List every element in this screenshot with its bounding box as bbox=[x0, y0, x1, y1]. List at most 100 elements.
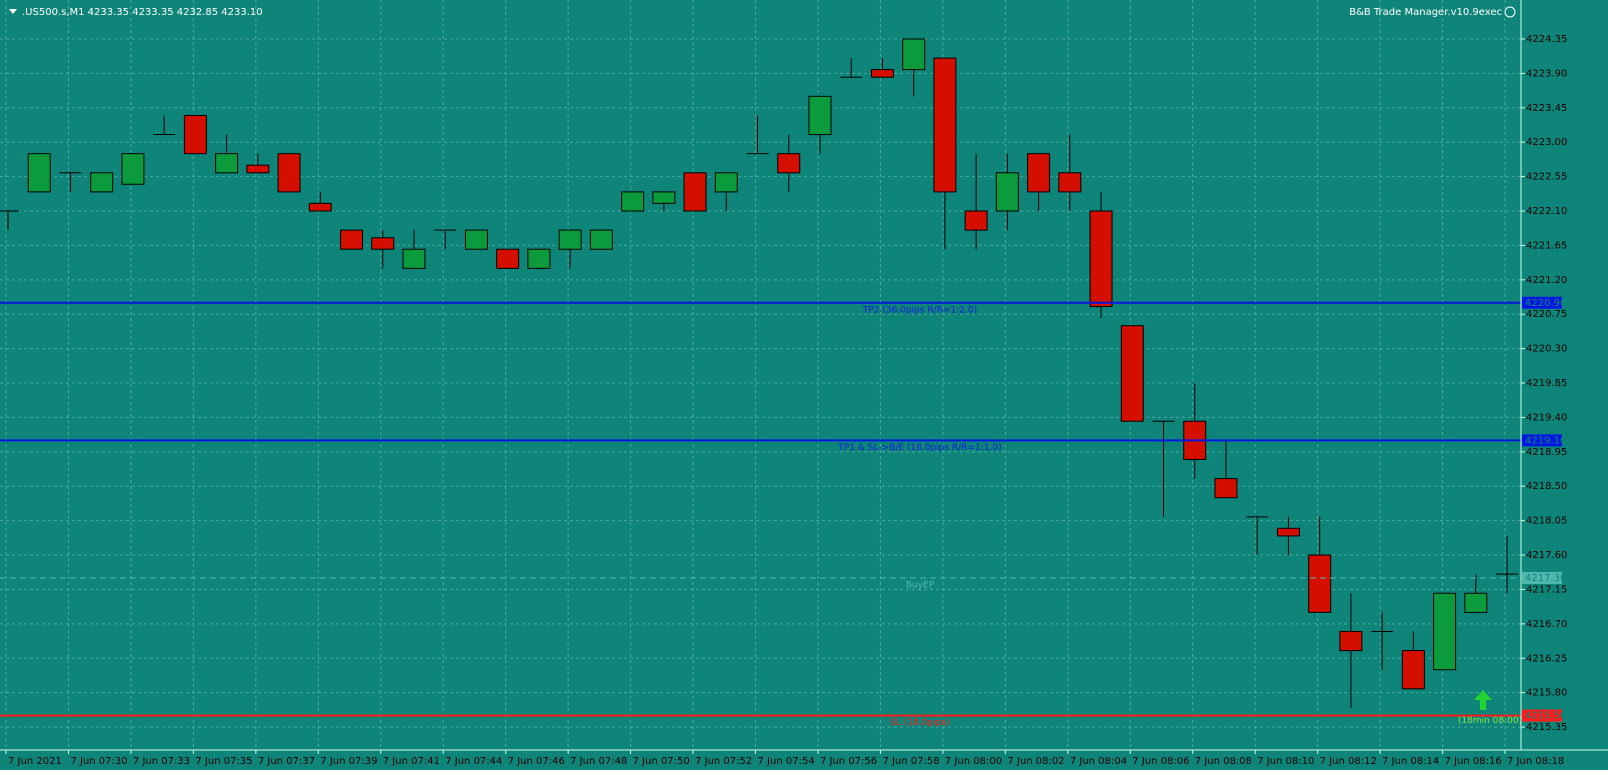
annotation: (18min 08:00) bbox=[1458, 716, 1522, 726]
candle-body bbox=[464, 229, 488, 250]
level-label: TP2 (36.0pips R/R=1:2.0) bbox=[862, 305, 977, 315]
candle-body bbox=[870, 69, 894, 78]
y-tick-label: 4221.20 bbox=[1526, 275, 1567, 286]
y-tick-label: 4224.35 bbox=[1526, 34, 1567, 45]
x-tick-label: 7 Jun 08:14 bbox=[1382, 756, 1439, 767]
x-tick-label: 7 Jun 08:16 bbox=[1445, 756, 1502, 767]
price-tag-label: 4215.50 bbox=[1525, 711, 1566, 722]
candle-body bbox=[527, 248, 551, 269]
candle-body bbox=[964, 210, 988, 231]
candle-body bbox=[402, 248, 426, 269]
candle-body bbox=[340, 229, 364, 250]
y-tick-label: 4217.15 bbox=[1526, 584, 1567, 595]
x-tick-label: 7 Jun 07:56 bbox=[820, 756, 877, 767]
candle-body bbox=[714, 172, 738, 193]
candle-body bbox=[1339, 630, 1363, 652]
candle-body bbox=[371, 237, 395, 250]
x-tick-label: 7 Jun 07:35 bbox=[195, 756, 252, 767]
y-tick-label: 4216.25 bbox=[1526, 653, 1567, 664]
y-tick-label: 4221.65 bbox=[1526, 240, 1567, 251]
y-tick-label: 4223.45 bbox=[1526, 103, 1567, 114]
candle-body bbox=[621, 191, 645, 212]
y-tick-label: 4216.70 bbox=[1526, 619, 1567, 630]
y-tick-label: 4219.85 bbox=[1526, 378, 1567, 389]
buy-arrow bbox=[1474, 690, 1492, 710]
y-tick-label: 4222.55 bbox=[1526, 172, 1567, 183]
level-label: TP1 & SL->B/E (18.0pips R/R=1:1.0) bbox=[837, 443, 1001, 453]
y-tick-label: 4220.75 bbox=[1526, 309, 1567, 320]
price-tag-label: 4219.10 bbox=[1525, 435, 1566, 446]
y-tick-label: 4219.40 bbox=[1526, 412, 1567, 423]
candle-body bbox=[277, 153, 301, 193]
candle-body bbox=[995, 172, 1019, 212]
price-tag bbox=[1522, 434, 1562, 447]
ea-name: B&B Trade Manager.v10.9exec bbox=[1349, 7, 1502, 18]
x-tick-label: 7 Jun 07:46 bbox=[508, 756, 565, 767]
candle-body bbox=[1464, 592, 1488, 613]
x-tick-label: 7 Jun 07:33 bbox=[133, 756, 190, 767]
level-label: SL (18.0pips) bbox=[890, 718, 949, 728]
symbol-info: .US500.s,M1 4233.35 4233.35 4232.85 4233… bbox=[22, 7, 263, 18]
candle-body bbox=[1120, 325, 1144, 422]
candle-body bbox=[1433, 592, 1457, 671]
x-tick-label: 7 Jun 08:02 bbox=[1007, 756, 1064, 767]
price-tag bbox=[1522, 571, 1562, 584]
y-tick-label: 4218.05 bbox=[1526, 516, 1567, 527]
levels: TP2 (36.0pips R/R=1:2.0) 4220.90 TP1 & SL-… bbox=[0, 296, 1566, 728]
x-tick-label: 7 Jun 07:48 bbox=[570, 756, 627, 767]
candle-body bbox=[308, 202, 332, 212]
ea-smiley bbox=[1504, 6, 1516, 18]
candle-body bbox=[1401, 650, 1425, 690]
candle-body bbox=[1089, 210, 1113, 308]
candle-body bbox=[683, 172, 707, 212]
x-tick-label: 7 Jun 07:44 bbox=[445, 756, 502, 767]
candle-body bbox=[183, 114, 207, 155]
x-tick-label: 7 Jun 07:58 bbox=[882, 756, 939, 767]
y-tick-label: 4223.90 bbox=[1526, 68, 1567, 79]
candle-body bbox=[589, 229, 613, 250]
y-tick-label: 4215.35 bbox=[1526, 722, 1567, 733]
x-tick-label: 7 Jun 07:52 bbox=[695, 756, 752, 767]
candle-body bbox=[558, 229, 582, 250]
candle-body bbox=[902, 38, 926, 71]
y-tick-label: 4222.10 bbox=[1526, 206, 1567, 217]
x-tick-label: 7 Jun 08:12 bbox=[1320, 756, 1377, 767]
x-tick-label: 7 Jun 07:39 bbox=[320, 756, 377, 767]
candle-body bbox=[1027, 153, 1051, 193]
grid bbox=[0, 0, 1521, 750]
x-tick-label: 7 Jun 08:18 bbox=[1507, 756, 1564, 767]
candle-body bbox=[1276, 527, 1300, 537]
x-tick-label: 7 Jun 07:50 bbox=[633, 756, 690, 767]
candle-body bbox=[933, 57, 957, 193]
x-tick-label: 7 Jun 2021 bbox=[8, 756, 62, 767]
price-tag-label: 4220.90 bbox=[1525, 298, 1566, 309]
candle-body bbox=[27, 153, 51, 193]
candle-body bbox=[1058, 172, 1082, 193]
y-tick-label: 4218.50 bbox=[1526, 481, 1567, 492]
price-tag bbox=[1522, 296, 1562, 309]
x-tick-label: 7 Jun 08:04 bbox=[1070, 756, 1127, 767]
price-tag bbox=[1522, 709, 1562, 722]
level-label: BuyEP bbox=[906, 580, 935, 590]
candle-body bbox=[90, 172, 114, 193]
candle-body bbox=[215, 153, 239, 174]
x-tick-label: 7 Jun 07:54 bbox=[758, 756, 815, 767]
x-tick-label: 7 Jun 07:30 bbox=[70, 756, 127, 767]
y-tick-label: 4220.30 bbox=[1526, 344, 1567, 355]
candle-body bbox=[777, 153, 801, 174]
candles bbox=[0, 38, 1519, 708]
x-tick-label: 7 Jun 08:08 bbox=[1195, 756, 1252, 767]
candle-body bbox=[1214, 478, 1238, 499]
candle-body bbox=[652, 191, 676, 204]
x-tick-label: 7 Jun 08:06 bbox=[1132, 756, 1189, 767]
x-tick-label: 7 Jun 08:10 bbox=[1257, 756, 1314, 767]
y-tick-label: 4218.95 bbox=[1526, 447, 1567, 458]
menu-arrow[interactable] bbox=[9, 9, 17, 14]
x-tick-label: 7 Jun 07:37 bbox=[258, 756, 315, 767]
candle-body bbox=[808, 95, 832, 136]
candle-body bbox=[1308, 554, 1332, 613]
x-tick-label: 7 Jun 08:00 bbox=[945, 756, 1002, 767]
